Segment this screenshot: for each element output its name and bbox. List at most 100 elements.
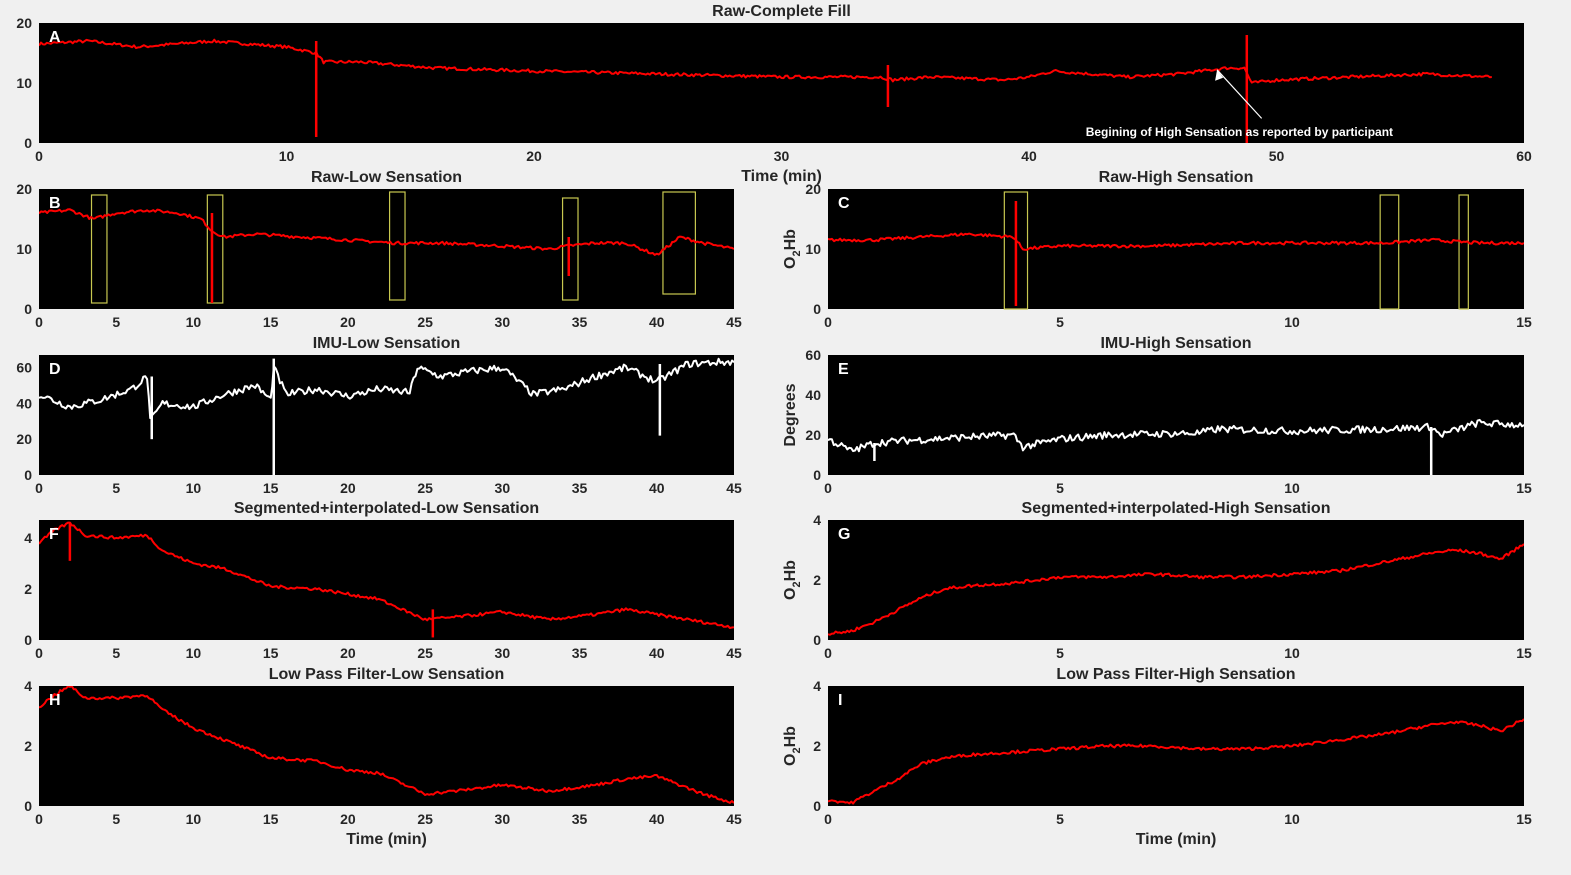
x-tick-label: 20	[340, 314, 356, 330]
x-tick-label: 0	[824, 480, 832, 496]
panel-c: Raw-High Sensation 0 5 10 15 0 10 20 O2Hb C	[782, 169, 1532, 330]
y-tick-label: 40	[805, 387, 821, 403]
y-tick-label: 4	[813, 678, 821, 694]
y-tick-label: 40	[16, 395, 32, 411]
roi-box	[206, 194, 224, 304]
x-tick-label: 10	[1284, 645, 1300, 661]
x-tick-label: 10	[186, 314, 202, 330]
annotation-arrowhead	[1215, 69, 1224, 81]
x-tick-label: 0	[35, 811, 43, 827]
y-tick-label: 10	[16, 241, 32, 257]
plot-area	[828, 520, 1524, 640]
y-tick-label: 10	[16, 75, 32, 91]
y-tick-label: 60	[805, 347, 821, 363]
x-tick-label: 35	[572, 480, 588, 496]
x-tick-label: 10	[1284, 811, 1300, 827]
x-tick-label: 15	[263, 645, 279, 661]
plot-area	[828, 189, 1524, 309]
y-axis-label-part: 2	[791, 250, 803, 256]
x-tick-label: 15	[263, 480, 279, 496]
chart-title: Raw-Complete Fill	[712, 3, 851, 20]
y-tick-label: 0	[813, 301, 821, 317]
x-tick-label: 10	[1284, 314, 1300, 330]
panel-g: Segmented+interpolated-High Sensation 0 5 1…	[782, 500, 1532, 661]
x-tick-label: 60	[1516, 148, 1532, 164]
x-tick-label: 5	[112, 811, 120, 827]
plot-area	[828, 686, 1524, 806]
y-tick-label: 0	[24, 467, 32, 483]
y-axis-label-part: Hb	[782, 229, 799, 251]
x-tick-label: 10	[186, 645, 202, 661]
chart-title: Segmented+interpolated-Low Sensation	[234, 500, 539, 517]
x-tick-label: 10	[186, 811, 202, 827]
y-tick-label: 20	[16, 181, 32, 197]
panel-e: IMU-High Sensation 0 5 10 15 0 20 40 60 Degrees E	[782, 335, 1532, 496]
plot-area	[39, 686, 734, 806]
series-line	[828, 418, 1524, 453]
panel-i: Low Pass Filter-High Sensation 0 5 10 15 0 2 4 T…	[782, 666, 1532, 848]
y-axis-label: O2Hb	[782, 560, 803, 600]
x-tick-label: 50	[1269, 148, 1285, 164]
x-tick-label: 0	[824, 314, 832, 330]
series-line	[828, 718, 1524, 805]
x-tick-label: 30	[495, 314, 511, 330]
series-line	[39, 357, 734, 419]
y-tick-label: 20	[16, 15, 32, 31]
x-tick-label: 0	[35, 314, 43, 330]
y-axis-label-part: O	[782, 588, 799, 600]
chart-title: Low Pass Filter-Low Sensation	[269, 666, 505, 683]
x-tick-label: 20	[340, 645, 356, 661]
x-tick-label: 0	[824, 645, 832, 661]
series-line	[39, 686, 734, 804]
panel-label: F	[49, 526, 59, 543]
chart-title: Raw-High Sensation	[1099, 169, 1254, 186]
annotation-text: Begining of High Sensation as reported b…	[1086, 125, 1393, 139]
x-tick-label: 10	[186, 480, 202, 496]
y-axis-label-part: O	[782, 754, 799, 766]
x-tick-label: 40	[649, 811, 665, 827]
x-tick-label: 30	[495, 645, 511, 661]
x-tick-label: 20	[526, 148, 542, 164]
roi-box	[388, 191, 406, 301]
x-tick-label: 30	[495, 480, 511, 496]
x-tick-label: 10	[1284, 480, 1300, 496]
y-tick-label: 4	[813, 512, 821, 528]
y-axis-label-part: 2	[791, 581, 803, 587]
x-tick-label: 5	[112, 645, 120, 661]
x-tick-label: 0	[35, 480, 43, 496]
roi-box	[561, 197, 579, 301]
x-tick-label: 5	[1056, 314, 1064, 330]
series-line	[39, 521, 734, 629]
plot-area	[39, 23, 1524, 143]
x-tick-label: 30	[774, 148, 790, 164]
panel-label: B	[49, 195, 61, 212]
x-axis-label: Time (min)	[1136, 831, 1217, 848]
x-tick-label: 20	[340, 811, 356, 827]
y-tick-label: 2	[813, 572, 821, 588]
panel-label: H	[49, 692, 61, 709]
x-tick-label: 0	[35, 645, 43, 661]
panel-f: Segmented+interpolated-Low Sensation 0 5 10…	[24, 500, 742, 661]
roi-box	[1458, 194, 1469, 310]
x-tick-label: 5	[1056, 811, 1064, 827]
y-axis-label: Degrees	[782, 383, 799, 446]
y-tick-label: 2	[24, 738, 32, 754]
y-tick-label: 0	[24, 301, 32, 317]
x-tick-label: 30	[495, 811, 511, 827]
chart-title: Raw-Low Sensation	[311, 169, 462, 186]
x-tick-label: 45	[726, 811, 742, 827]
x-tick-label: 35	[572, 811, 588, 827]
series-line	[828, 232, 1524, 251]
y-axis-label-part: Hb	[782, 726, 799, 748]
plot-area	[828, 355, 1524, 475]
x-tick-label: 15	[1516, 480, 1532, 496]
x-axis-label: Time (min)	[346, 831, 427, 848]
x-tick-label: 45	[726, 480, 742, 496]
x-tick-label: 20	[340, 480, 356, 496]
panel-b: Raw-Low Sensation 0 5 10 15 20 25 30 35 40 45 0 10 20…	[16, 169, 742, 330]
plot-area	[39, 189, 734, 309]
x-tick-label: 35	[572, 645, 588, 661]
x-tick-label: 0	[824, 811, 832, 827]
